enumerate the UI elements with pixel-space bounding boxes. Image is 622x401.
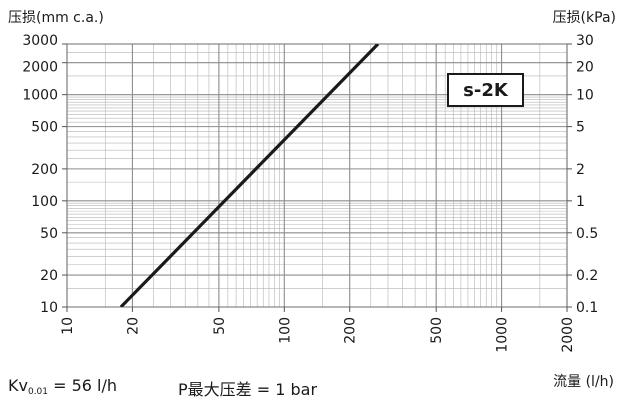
y-axis-label-left: 压损(mm c.a.) (8, 10, 104, 26)
x-tick-label: 100 (277, 317, 293, 344)
y-tick-label-left: 200 (31, 162, 58, 178)
x-tick-label: 200 (343, 317, 359, 344)
y-tick-label-left: 50 (40, 226, 58, 242)
y-tick-label-right: 10 (576, 88, 594, 104)
y-tick-label-left: 100 (31, 194, 58, 210)
max-pressure-annotation: P最大压差 = 1 bar (178, 380, 318, 399)
series-line-s-2k (119, 44, 380, 307)
y-tick-label-left: 10 (40, 300, 58, 316)
axis-ticks: 10 0.1 20 0.2 50 0.5 100 1 200 2 500 5 1000 10 2000 20 3… (22, 33, 598, 353)
series-label-box: s-2K (447, 73, 524, 107)
y-tick-label-right: 0.1 (576, 300, 598, 316)
y-tick-label-right: 20 (576, 60, 594, 76)
kv-annotation: Kv0.01 = 56 l/h (8, 376, 117, 397)
x-tick-label: 1000 (495, 317, 511, 353)
kv-subscript: 0.01 (27, 387, 49, 397)
x-tick-label: 20 (125, 317, 141, 335)
y-tick-label-right: 30 (576, 33, 594, 49)
x-tick-label: 50 (212, 317, 228, 335)
y-tick-label-right: 5 (576, 120, 585, 136)
plot-border (66, 43, 568, 308)
x-tick-label: 500 (429, 317, 445, 344)
y-tick-label-left: 20 (40, 268, 58, 284)
x-tick-label: 2000 (560, 317, 576, 353)
y-tick-label-right: 1 (576, 194, 585, 210)
y-tick-label-right: 2 (576, 162, 585, 178)
kv-value: = 56 l/h (48, 376, 118, 395)
x-axis-label: 流量 (l/h) (553, 374, 614, 390)
y-tick-label-left: 3000 (22, 33, 58, 49)
y-tick-label-left: 500 (31, 120, 58, 136)
y-tick-label-right: 0.2 (576, 268, 598, 284)
y-axis-label-right: 压损(kPa) (552, 10, 616, 26)
kv-prefix: Kv (8, 376, 28, 395)
y-tick-label-left: 2000 (22, 60, 58, 76)
y-tick-label-right: 0.5 (576, 226, 598, 242)
series-layer (119, 44, 380, 307)
x-tick-label: 10 (60, 317, 76, 335)
y-tick-label-left: 1000 (22, 88, 58, 104)
